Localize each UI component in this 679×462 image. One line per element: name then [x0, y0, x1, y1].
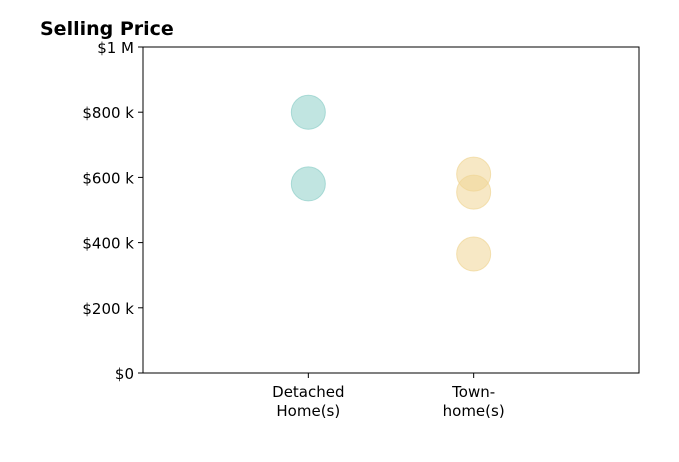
point: [456, 236, 492, 272]
y-tick-label: $200 k: [82, 300, 134, 318]
point: [290, 166, 326, 202]
point: [456, 174, 492, 210]
y-tick-label: $1 M: [97, 39, 134, 57]
y-tick-label: $400 k: [82, 235, 134, 253]
x-tick-label: Town-home(s): [443, 383, 505, 420]
x-tick-label: Detached Home(s): [272, 383, 344, 420]
y-tick-label: $800 k: [82, 104, 134, 122]
y-tick-label: $0: [115, 365, 134, 383]
point: [290, 94, 326, 130]
y-tick-label: $600 k: [82, 169, 134, 187]
plot-frame: [142, 46, 640, 374]
chart-title: Selling Price: [40, 18, 174, 40]
